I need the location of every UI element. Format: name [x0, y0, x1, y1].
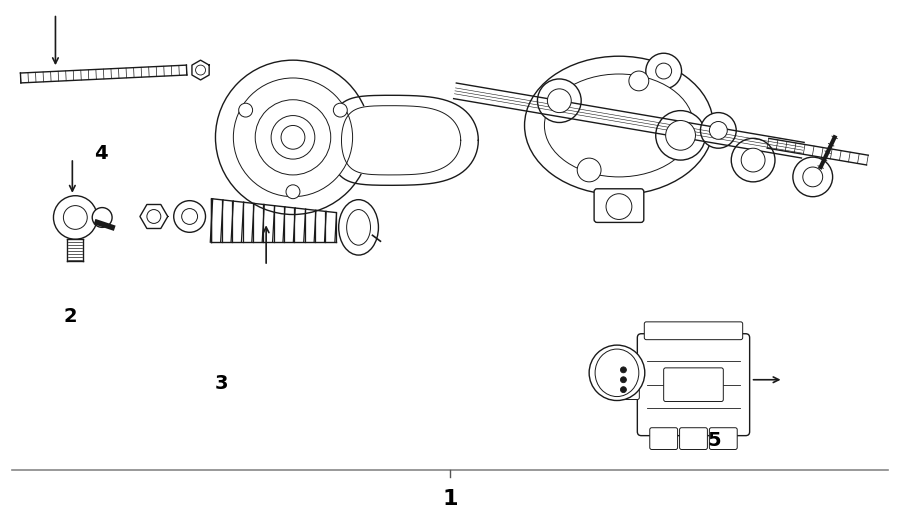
Circle shape — [53, 195, 97, 239]
Circle shape — [256, 100, 330, 175]
Text: 3: 3 — [215, 374, 229, 394]
Text: 5: 5 — [707, 431, 721, 450]
Circle shape — [666, 121, 696, 150]
Circle shape — [174, 201, 205, 232]
Circle shape — [63, 205, 87, 230]
Circle shape — [182, 209, 198, 224]
Circle shape — [803, 167, 823, 187]
Text: 2: 2 — [63, 307, 76, 326]
FancyBboxPatch shape — [637, 334, 750, 435]
Circle shape — [281, 125, 305, 149]
Circle shape — [92, 208, 112, 227]
Circle shape — [620, 377, 626, 383]
Ellipse shape — [595, 349, 639, 397]
Circle shape — [215, 60, 371, 214]
Circle shape — [700, 113, 736, 148]
Circle shape — [620, 367, 626, 373]
Text: 1: 1 — [442, 489, 458, 509]
Circle shape — [286, 185, 300, 199]
Circle shape — [656, 63, 671, 79]
Polygon shape — [140, 204, 167, 228]
FancyBboxPatch shape — [663, 368, 724, 401]
Circle shape — [547, 89, 572, 113]
FancyBboxPatch shape — [680, 428, 707, 450]
Polygon shape — [329, 95, 478, 185]
FancyBboxPatch shape — [644, 322, 742, 340]
Circle shape — [590, 345, 644, 400]
Circle shape — [793, 157, 832, 196]
Circle shape — [537, 79, 581, 123]
Ellipse shape — [525, 56, 714, 195]
Ellipse shape — [338, 200, 378, 255]
Polygon shape — [192, 60, 209, 80]
FancyBboxPatch shape — [594, 189, 644, 222]
Circle shape — [577, 158, 601, 182]
Ellipse shape — [544, 74, 694, 177]
FancyBboxPatch shape — [650, 428, 678, 450]
Circle shape — [195, 65, 205, 75]
Circle shape — [606, 194, 632, 220]
Circle shape — [233, 78, 353, 196]
Circle shape — [620, 387, 626, 392]
Circle shape — [656, 111, 706, 160]
Ellipse shape — [646, 53, 681, 89]
Polygon shape — [341, 106, 461, 175]
Circle shape — [732, 138, 775, 182]
Circle shape — [742, 148, 765, 172]
Circle shape — [238, 103, 253, 117]
FancyBboxPatch shape — [709, 428, 737, 450]
Circle shape — [271, 116, 315, 159]
Circle shape — [709, 122, 727, 139]
FancyBboxPatch shape — [608, 360, 639, 399]
Text: 4: 4 — [94, 144, 108, 162]
Circle shape — [147, 210, 161, 223]
Circle shape — [333, 103, 347, 117]
Ellipse shape — [346, 210, 371, 245]
Circle shape — [629, 71, 649, 91]
